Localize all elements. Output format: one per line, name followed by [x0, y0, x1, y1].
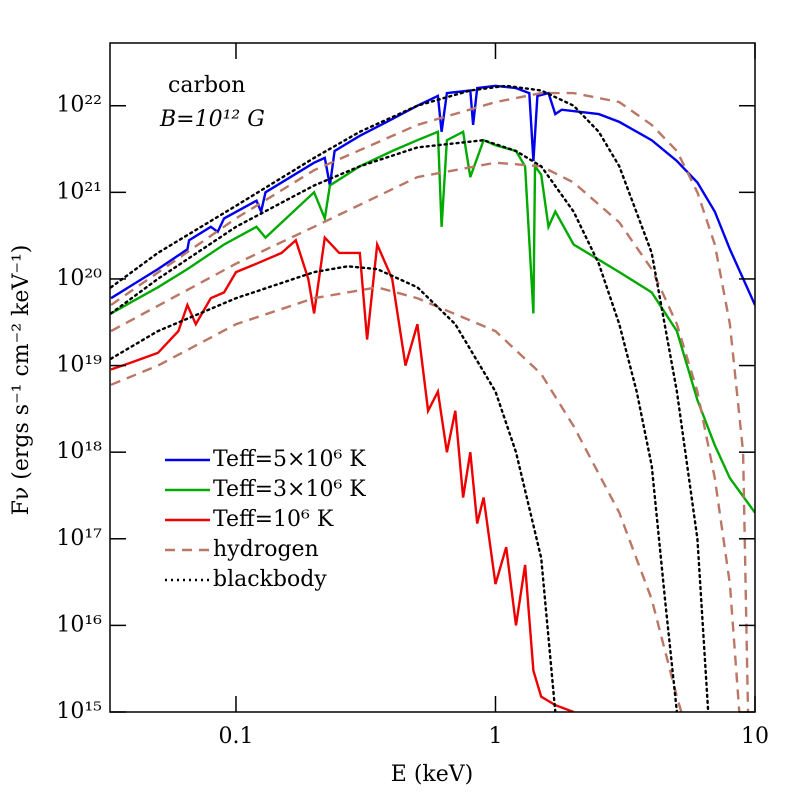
- y-tick-label: 10¹⁶: [56, 612, 102, 637]
- y-tick-label: 10¹⁹: [56, 353, 102, 378]
- y-tick-label: 10²¹: [56, 179, 102, 204]
- y-tick-label: 10¹⁷: [56, 526, 102, 551]
- series-line: [110, 84, 755, 306]
- legend-label: Teff=5×10⁶ K: [213, 447, 366, 472]
- series-line: [110, 265, 557, 712]
- series-line: [110, 234, 575, 712]
- x-axis-label: E (keV): [391, 762, 473, 787]
- legend-label: hydrogen: [213, 537, 319, 562]
- annotation: B=10¹² G: [159, 107, 265, 132]
- x-tick-label: 10: [741, 724, 769, 749]
- x-tick-label: 0.1: [218, 724, 253, 749]
- series-line: [110, 129, 755, 514]
- y-tick-label: 10¹⁵: [56, 699, 102, 724]
- legend-label: Teff=3×10⁶ K: [213, 477, 366, 502]
- legend-label: Teff=10⁶ K: [213, 507, 334, 532]
- x-tick-label: 1: [488, 724, 502, 749]
- plot-frame: [109, 42, 756, 713]
- series-line: [110, 84, 710, 712]
- y-tick-label: 10²⁰: [56, 266, 102, 291]
- y-tick-label: 10¹⁸: [56, 439, 102, 464]
- series-line: [110, 286, 683, 712]
- annotation: carbon: [168, 73, 245, 98]
- y-tick-label: 10²²: [56, 93, 102, 118]
- legend-label: blackbody: [213, 567, 327, 592]
- y-axis-label: Fν (ergs s⁻¹ cm⁻² keV⁻¹): [9, 245, 34, 516]
- series-line: [110, 161, 741, 712]
- series-line: [110, 91, 750, 712]
- plot-area: [110, 84, 755, 712]
